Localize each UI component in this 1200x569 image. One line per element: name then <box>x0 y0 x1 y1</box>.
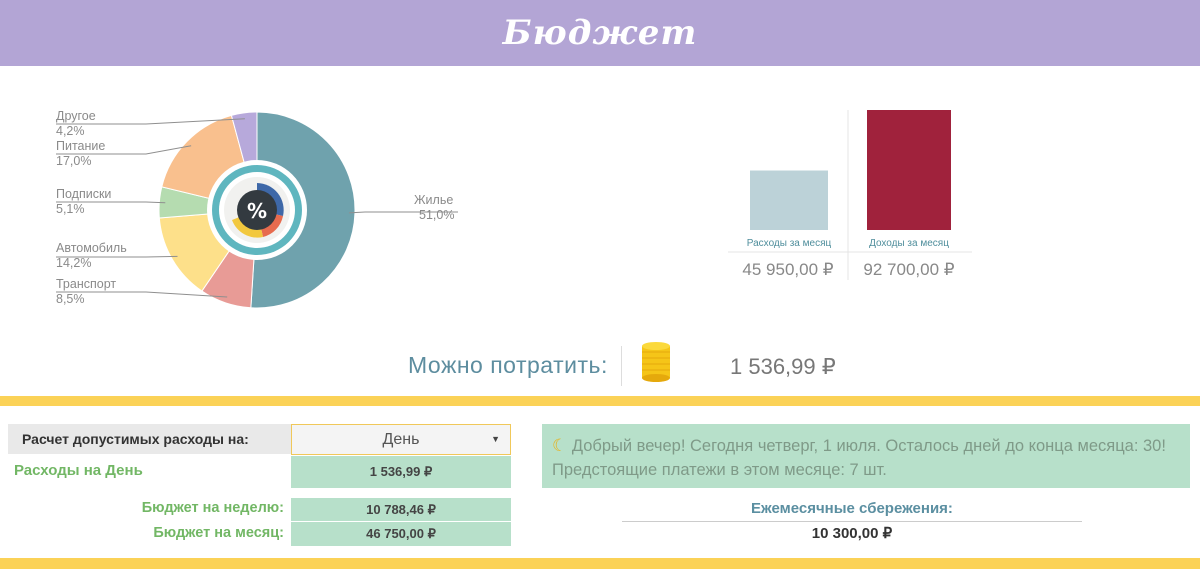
pie-label-name: Транспорт <box>56 277 116 291</box>
yellow-divider-top <box>0 396 1200 406</box>
pie-label-percent: 17,0% <box>56 154 91 168</box>
svg-text:%: % <box>247 199 267 223</box>
monthly-savings-value: 10 300,00 ₽ <box>811 525 893 542</box>
bar-value-label: 45 950,00 ₽ <box>742 260 833 279</box>
bar-category-label: Доходы за месяц <box>869 238 949 249</box>
bar-1 <box>750 170 828 230</box>
pie-leader-line <box>56 291 228 298</box>
daily-expenses-label: Расходы на День <box>14 462 143 479</box>
spendable-divider <box>621 346 622 386</box>
pie-leader-line <box>56 201 166 204</box>
monthly-budget-value: 46 750,00 ₽ <box>291 522 511 546</box>
monthly-savings-divider <box>622 521 1082 522</box>
greeting-panel: ☾ Добрый вечер! Сегодня четверг, 1 июля.… <box>542 424 1190 488</box>
weekly-budget-value: 10 788,46 ₽ <box>291 498 511 521</box>
pie-label-percent: 4,2% <box>56 124 85 138</box>
pie-leader-line <box>348 211 458 214</box>
pie-label-percent: 8,5% <box>56 292 85 306</box>
pie-label-percent: 5,1% <box>56 202 85 216</box>
weekly-budget-label: Бюджет на неделю: <box>141 500 284 516</box>
bar-value-label: 92 700,00 ₽ <box>863 260 954 279</box>
spendable-label: Можно потратить: <box>408 352 608 378</box>
percent-icon: % <box>212 165 302 255</box>
header-bar: Бюджет <box>0 0 1200 66</box>
pie-label-name: Питание <box>56 139 105 153</box>
pie-leader-line <box>56 118 245 125</box>
pie-label-name: Другое <box>56 109 96 123</box>
daily-expenses-value: 1 536,99 ₽ <box>291 456 511 488</box>
pie-leader-line <box>56 255 178 258</box>
bar-category-label: Расходы за месяц <box>747 238 832 249</box>
pie-label-percent: 51,0% <box>419 208 454 222</box>
spendable-value: 1 536,99 ₽ <box>730 354 836 379</box>
pie-leader-line <box>56 145 192 155</box>
period-select[interactable]: День ▼ <box>291 424 511 455</box>
pie-label-name: Подписки <box>56 187 111 201</box>
monthly-savings-title: Ежемесячные сбережения: <box>751 500 953 517</box>
pie-label-percent: 14,2% <box>56 256 91 270</box>
pie-label-name: Автомобиль <box>56 241 127 255</box>
yellow-divider-bottom <box>0 558 1200 569</box>
calc-period-label: Расчет допустимых расходы на: <box>8 424 291 454</box>
income-expense-bar-chart: Расходы за месяц 45 950,00 ₽ Доходы за мес… <box>728 110 972 280</box>
monthly-budget-label: Бюджет на месяц: <box>153 525 284 541</box>
period-select-value: День <box>382 430 420 448</box>
coins-icon <box>642 342 670 382</box>
moon-icon: ☾ <box>552 436 568 455</box>
bar-2 <box>867 110 951 230</box>
pie-label-name: Жилье <box>414 193 453 207</box>
greeting-text: Добрый вечер! Сегодня четверг, 1 июля. О… <box>552 437 1166 479</box>
page-title: Бюджет <box>502 13 698 53</box>
chevron-down-icon: ▼ <box>491 434 500 444</box>
